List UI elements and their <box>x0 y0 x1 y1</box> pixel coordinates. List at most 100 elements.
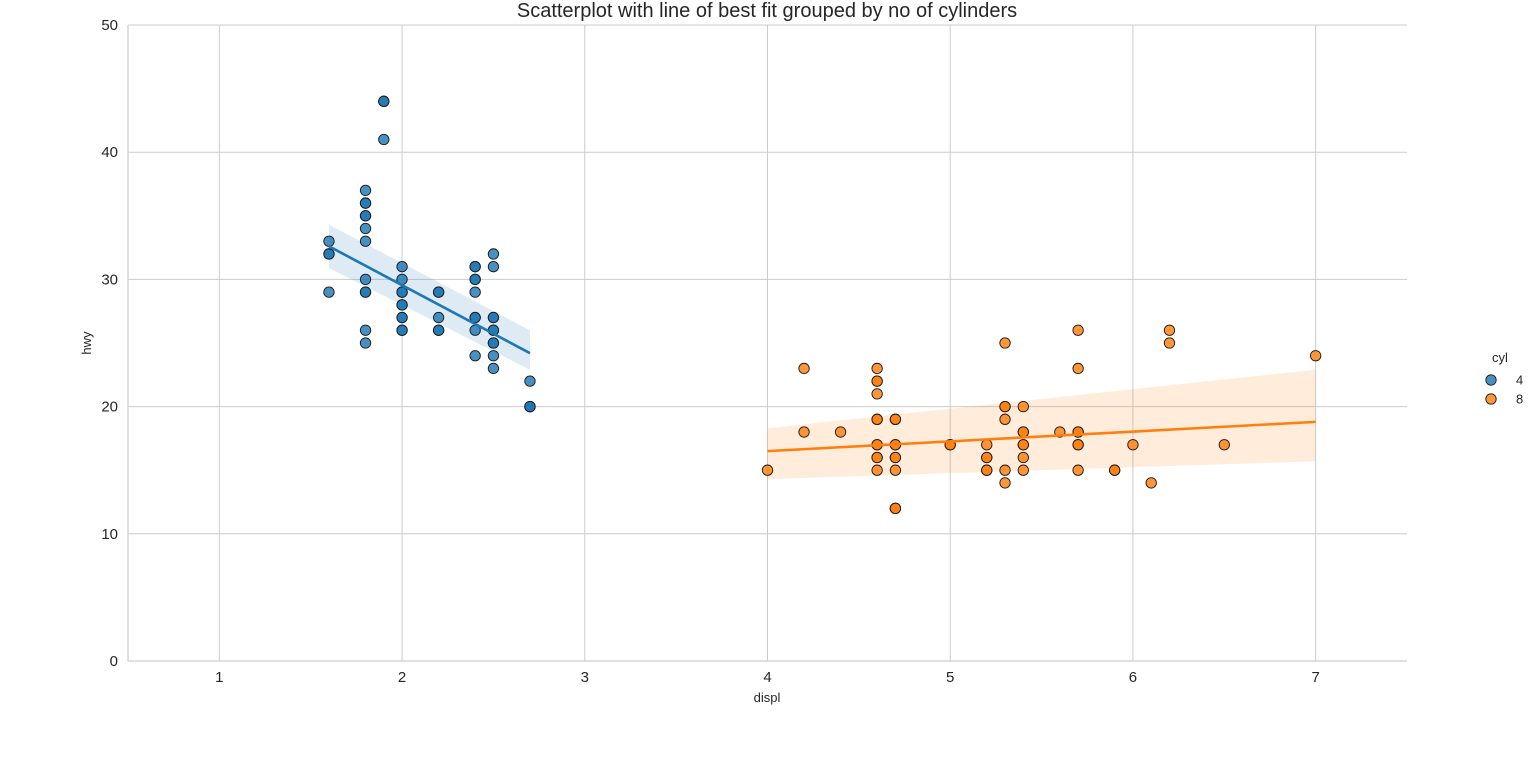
data-point <box>432 286 445 298</box>
data-point <box>1145 477 1157 489</box>
x-tick-label: 2 <box>398 669 406 686</box>
legend-label-8: 8 <box>1516 392 1523 407</box>
data-point <box>323 286 335 298</box>
data-point <box>1017 400 1029 413</box>
data-point <box>1109 464 1121 476</box>
data-point <box>1017 426 1029 438</box>
data-point <box>981 439 993 451</box>
data-point <box>469 261 481 273</box>
fit-line-4 <box>328 245 531 355</box>
data-point <box>487 350 500 362</box>
x-tick-label: 3 <box>581 669 589 686</box>
data-point <box>359 324 372 336</box>
data-point <box>487 248 500 260</box>
data-point <box>487 337 500 349</box>
data-point <box>469 286 481 298</box>
data-point <box>999 477 1011 489</box>
chart-title: Scatterplot with line of best fit groupe… <box>517 0 1017 22</box>
data-point <box>396 261 408 273</box>
data-point <box>871 362 883 375</box>
data-point <box>359 337 372 349</box>
data-point <box>432 311 445 324</box>
x-tick-label: 7 <box>1311 669 1319 686</box>
y-tick-label: 50 <box>101 17 118 34</box>
data-point <box>469 273 481 286</box>
data-point <box>524 400 536 413</box>
data-point <box>1072 362 1084 375</box>
data-point <box>889 413 902 425</box>
data-point <box>1218 439 1230 451</box>
data-point <box>396 286 408 298</box>
data-point <box>396 311 408 324</box>
data-point <box>487 362 500 375</box>
data-point <box>1072 464 1084 476</box>
data-point <box>889 502 902 515</box>
data-point <box>378 133 390 146</box>
data-point <box>871 388 883 400</box>
y-tick-label: 30 <box>101 271 118 288</box>
data-point <box>359 286 372 298</box>
data-point <box>999 464 1011 476</box>
data-point <box>871 464 883 476</box>
data-point <box>871 451 883 464</box>
data-point <box>359 184 372 197</box>
x-axis-label: displ <box>754 690 781 705</box>
fit-line-8 <box>767 420 1316 453</box>
confidence-band-4 <box>328 224 530 370</box>
data-point <box>761 464 774 476</box>
data-point <box>524 375 536 387</box>
data-point <box>359 273 372 286</box>
legend-label-4: 4 <box>1516 373 1523 388</box>
data-point <box>359 222 372 235</box>
data-point <box>981 464 993 476</box>
data-point <box>469 350 481 362</box>
data-point <box>378 95 390 107</box>
legend: cyl 4 8 <box>1485 350 1523 407</box>
data-point <box>1163 324 1176 336</box>
grid <box>127 24 1407 662</box>
legend-marker-8 <box>1485 393 1497 405</box>
data-point <box>999 413 1011 425</box>
x-tick-label: 1 <box>215 669 223 686</box>
legend-title: cyl <box>1492 350 1508 365</box>
data-point <box>871 413 883 425</box>
x-tick-label: 4 <box>763 669 771 686</box>
data-point <box>1017 451 1029 464</box>
data-points <box>323 95 1322 515</box>
data-point <box>487 311 500 324</box>
data-point <box>323 248 335 260</box>
data-point <box>889 464 902 476</box>
data-point <box>432 324 445 336</box>
data-point <box>834 426 847 438</box>
confidence-band-8 <box>767 369 1316 480</box>
data-point <box>1163 337 1176 349</box>
data-point <box>1309 350 1322 362</box>
data-point <box>981 451 993 464</box>
data-point <box>323 235 335 247</box>
data-point <box>1017 464 1029 476</box>
y-tick-label: 20 <box>101 399 118 416</box>
data-point <box>359 210 372 222</box>
data-point <box>1127 439 1139 451</box>
x-tick-label: 5 <box>946 669 954 686</box>
data-point <box>359 235 372 247</box>
data-point <box>396 299 408 311</box>
data-point <box>889 451 902 464</box>
x-tick-label: 6 <box>1129 669 1137 686</box>
y-axis-label: hwy <box>79 331 94 355</box>
data-point <box>999 337 1011 349</box>
data-point <box>999 400 1011 413</box>
fit-lines <box>328 245 1316 453</box>
y-tick-label: 0 <box>110 653 118 670</box>
data-point <box>871 375 883 387</box>
legend-marker-4 <box>1485 374 1497 386</box>
data-point <box>798 426 810 438</box>
data-point <box>487 261 500 273</box>
y-tick-label: 40 <box>101 144 118 161</box>
tick-labels: 1 2 3 4 5 6 7 0 10 20 30 40 50 <box>101 17 1320 686</box>
data-point <box>798 362 810 375</box>
data-point <box>396 324 408 336</box>
data-point <box>1072 439 1084 451</box>
y-tick-label: 10 <box>101 526 118 543</box>
